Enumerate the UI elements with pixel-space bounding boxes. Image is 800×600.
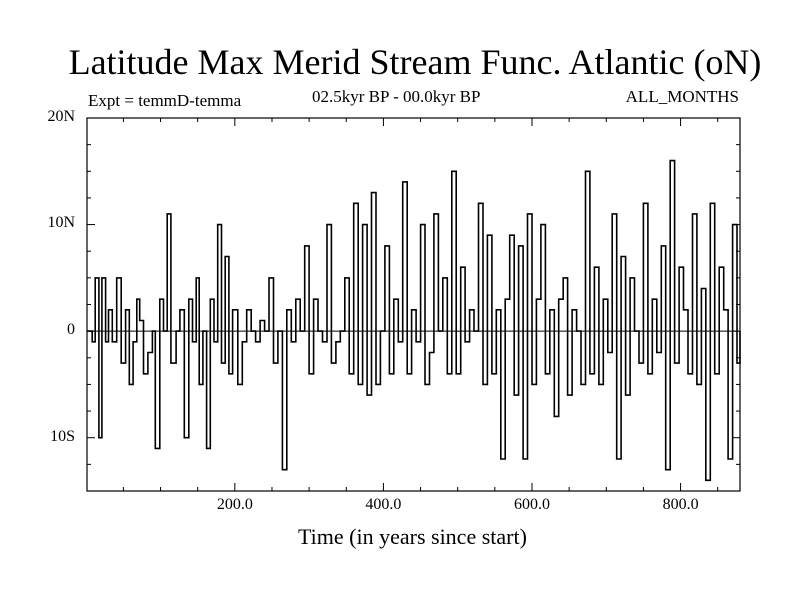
months-label: ALL_MONTHS: [625, 87, 739, 106]
x-tick-label-200: 200.0: [216, 496, 253, 513]
x-tick-label-800: 800.0: [662, 496, 699, 513]
y-tick-label-10n: 10N: [47, 214, 75, 231]
y-tick-label-0: 0: [67, 321, 75, 338]
y-tick-label-10s: 10S: [50, 428, 75, 445]
x-tick-label-400: 400.0: [365, 496, 402, 513]
chart-title: Latitude Max Merid Stream Func. Atlantic…: [68, 42, 762, 82]
y-tick-label-20n: 20N: [47, 108, 75, 125]
series-line-0: [87, 159, 741, 482]
x-axis-label: Time (in years since start): [298, 524, 527, 549]
x-tick-label-600: 600.0: [513, 496, 550, 513]
time-range-label: 02.5kyr BP - 00.0kyr BP: [312, 87, 481, 106]
experiment-label: Expt = temmD-temma: [88, 91, 242, 110]
